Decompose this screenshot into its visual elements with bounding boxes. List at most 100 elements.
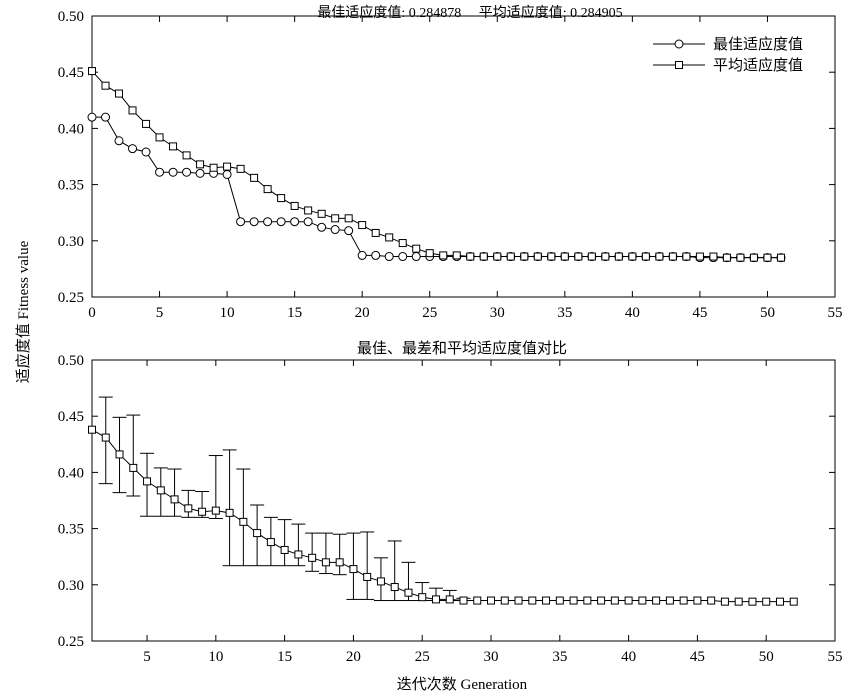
top-x-tick-label: 5 [156, 305, 164, 321]
data-point-best [330, 225, 340, 235]
data-point-best [263, 217, 273, 227]
data-point-mean [211, 506, 220, 515]
data-point-mean [587, 252, 596, 261]
bottom-plot-axes: 5 10 15 20 25 30 35 40 45 50 55 0.25 0.30 0.35 0.40 0.4… [58, 353, 843, 665]
data-point-mean [225, 508, 234, 517]
data-point-mean [693, 596, 702, 605]
data-point-mean [277, 194, 286, 203]
top-x-tick-label: 20 [355, 305, 370, 321]
data-point-mean [115, 450, 124, 459]
data-point-mean [459, 596, 468, 605]
data-point-mean [528, 596, 537, 605]
top-series-line-best [92, 116, 781, 259]
data-point-mean [547, 252, 556, 261]
data-point-mean [142, 119, 151, 128]
data-point-mean [707, 596, 716, 605]
data-point-mean [156, 486, 165, 495]
data-point-mean [376, 577, 385, 586]
data-point-mean [749, 253, 758, 262]
data-point-mean [748, 597, 757, 606]
data-point-best [411, 252, 421, 262]
data-point-mean [425, 249, 434, 258]
data-point-mean [390, 583, 399, 592]
data-point-mean [412, 244, 421, 253]
bottom-x-tick-label: 35 [552, 649, 567, 665]
data-point-mean [431, 595, 440, 604]
data-point-mean [335, 558, 344, 567]
data-point-mean [196, 160, 205, 169]
bottom-x-tick-label: 30 [484, 649, 499, 665]
data-point-mean [506, 252, 515, 261]
error-bars [98, 396, 471, 602]
data-point-mean [614, 252, 623, 261]
data-point-mean [266, 538, 275, 547]
data-point-mean [143, 477, 152, 486]
data-point-mean [610, 596, 619, 605]
data-point-mean [344, 214, 353, 223]
top-y-tick-label: 0.30 [58, 234, 84, 250]
data-point-mean [493, 252, 502, 261]
bottom-series-line-mean [91, 429, 794, 603]
legend-marker-best [674, 39, 684, 49]
data-point-mean [349, 565, 358, 574]
y-axis-label: 适应度值 Fitness value [14, 240, 32, 383]
data-point-mean [652, 596, 661, 605]
data-point-mean [290, 201, 299, 210]
data-point-best [128, 144, 138, 154]
data-point-best [236, 217, 246, 227]
bottom-x-tick-label: 15 [277, 649, 292, 665]
legend: 最佳适应度值 平均适应度值 [653, 35, 803, 74]
data-point-mean [170, 495, 179, 504]
top-y-tick-label: 0.45 [58, 65, 84, 81]
data-point-mean [487, 596, 496, 605]
data-point-mean [331, 214, 340, 223]
data-point-mean [682, 252, 691, 261]
data-point-best [249, 217, 259, 227]
bottom-x-tick-label: 10 [208, 649, 223, 665]
bottom-y-tick-label: 0.30 [58, 578, 84, 594]
data-point-mean [762, 597, 771, 606]
data-point-best [114, 136, 124, 146]
data-point-best [195, 168, 205, 178]
data-point-mean [129, 463, 138, 472]
top-x-tick-label: 15 [287, 305, 302, 321]
data-point-mean [574, 252, 583, 261]
data-point-best [168, 167, 178, 177]
x-axis-label: 迭代次数 Generation [397, 676, 528, 693]
data-point-mean [601, 252, 610, 261]
top-plot-series [87, 67, 786, 263]
bottom-plot-series [88, 425, 798, 606]
legend-marker-mean [675, 61, 683, 69]
data-point-mean [466, 252, 475, 261]
data-point-mean [239, 517, 248, 526]
legend-label-best: 最佳适应度值 [713, 35, 803, 53]
top-plot-title: 最佳适应度值: 0.284878 平均适应度值: 0.284905 [317, 4, 622, 21]
data-point-best [384, 252, 394, 262]
data-point-mean [250, 173, 259, 182]
bottom-plot-frame [91, 359, 836, 642]
data-point-best [290, 217, 300, 227]
top-x-tick-label: 10 [220, 305, 235, 321]
bottom-x-tick-label: 40 [621, 649, 636, 665]
top-x-tick-label: 0 [88, 305, 96, 321]
data-point-mean [473, 596, 482, 605]
data-point-mean [560, 252, 569, 261]
data-point-best [222, 169, 232, 179]
data-point-mean [736, 253, 745, 262]
data-point-mean [665, 596, 674, 605]
bottom-x-tick-label: 55 [828, 649, 843, 665]
data-point-mean [514, 596, 523, 605]
data-point-mean [668, 252, 677, 261]
top-x-tick-label: 30 [490, 305, 505, 321]
bottom-plot: 最佳、最差和平均适应度值对比 5 10 15 20 25 30 35 40 45 50 55 0.25… [58, 339, 843, 665]
data-point-mean [775, 597, 784, 606]
data-point-mean [734, 597, 743, 606]
data-point-mean [317, 209, 326, 218]
data-point-mean [500, 596, 509, 605]
data-point-mean [371, 228, 380, 237]
data-point-mean [569, 596, 578, 605]
data-point-mean [101, 433, 110, 442]
data-point-mean [88, 67, 96, 76]
data-point-mean [363, 572, 372, 581]
top-y-tick-label: 0.40 [58, 121, 84, 137]
